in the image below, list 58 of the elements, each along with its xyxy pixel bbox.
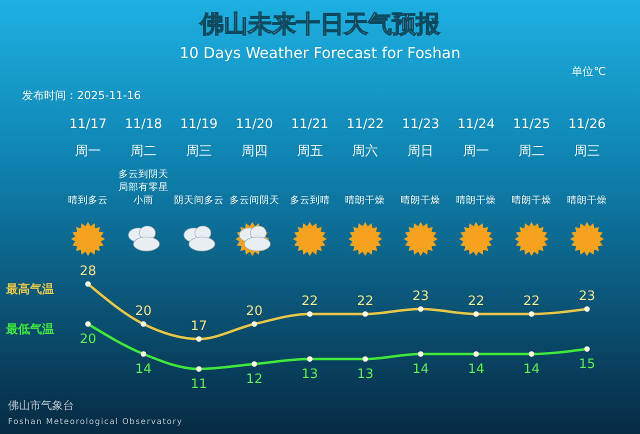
text: 最高气温 [5, 282, 54, 296]
data-label: 11 [190, 377, 208, 392]
text: 多云到晴 [290, 194, 330, 206]
x-tick-label: 11/17 [69, 117, 107, 132]
data-label: 22 [302, 294, 318, 309]
text: 晴朗干燥 [567, 194, 607, 206]
text: 佛山市气象台 [8, 399, 74, 412]
chart-title: 佛山未来十日天气预报 [199, 10, 441, 38]
data-label: 14 [468, 362, 484, 377]
data-label: 22 [468, 294, 484, 309]
x-tick-label: 11/21 [291, 117, 329, 132]
x-tick-label: 11/20 [236, 117, 274, 132]
data-label: 12 [246, 372, 263, 387]
text: 周二 [130, 144, 156, 159]
text: 周三 [574, 144, 600, 159]
text: 周三 [186, 144, 212, 159]
text: 晴到多云 [68, 194, 108, 206]
text: Foshan Meteorological Observatory [8, 417, 183, 426]
x-tick-label: 11/19 [180, 117, 218, 132]
data-label: 28 [80, 264, 96, 279]
text: 单位℃ [572, 65, 606, 78]
x-tick-label: 11/23 [402, 117, 440, 132]
text: 最低气温 [5, 322, 54, 336]
data-label: 13 [302, 367, 318, 382]
x-tick-label: 11/24 [457, 117, 495, 132]
text: 周日 [408, 144, 434, 159]
text: 晴朗干燥 [400, 194, 441, 206]
data-label: 22 [356, 294, 374, 309]
chart-subtitle: 10 Days Weather Forecast for Foshan [180, 44, 460, 62]
data-label: 17 [190, 319, 208, 334]
data-label: 20 [80, 332, 96, 347]
text: 周四 [241, 144, 268, 159]
data-label: 23 [578, 289, 596, 304]
text: 晴朗干燥 [512, 194, 552, 206]
data-label: 13 [356, 367, 374, 382]
x-tick-label: 11/18 [124, 117, 162, 132]
text: 周五 [296, 144, 323, 159]
text: 晴朗干燥 [456, 194, 496, 206]
x-tick-label: 11/25 [512, 117, 550, 132]
data-label: 23 [412, 289, 429, 304]
data-label: 20 [246, 304, 263, 319]
x-tick-label: 11/26 [568, 117, 606, 132]
text: 周二 [518, 144, 545, 159]
text: 发布时间：2025-11-16 [22, 89, 141, 102]
text: 晴朗干燥 [345, 194, 386, 206]
data-label: 22 [523, 294, 540, 309]
data-label: 14 [523, 362, 540, 377]
data-label: 20 [135, 304, 152, 319]
text: 周六 [352, 144, 378, 159]
text: 阴天间多云 [174, 194, 224, 206]
data-label: 15 [578, 357, 596, 372]
text: 多云间阴天 [229, 194, 280, 206]
data-label: 14 [412, 362, 429, 377]
x-tick-label: 11/22 [346, 117, 384, 132]
text: 周一 [75, 144, 101, 159]
data-label: 14 [135, 362, 152, 377]
text: 多云到阴天局部有零星小雨 [118, 168, 168, 206]
text: 周一 [463, 144, 490, 159]
